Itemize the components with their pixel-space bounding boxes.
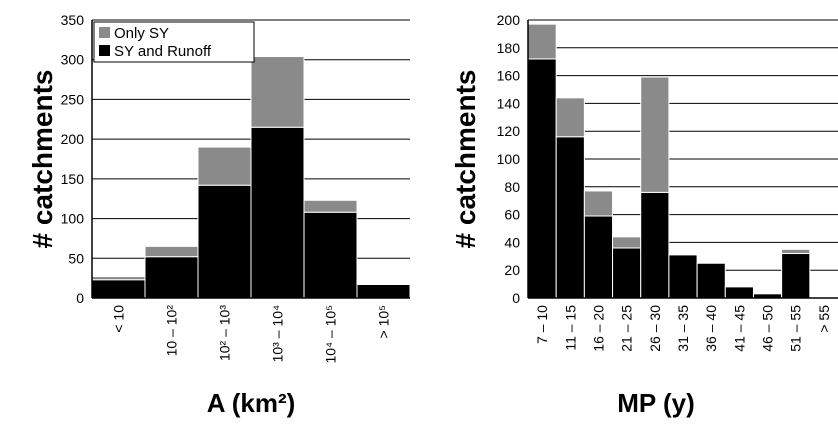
x-category-label: > 55 bbox=[816, 305, 832, 333]
legend-label: SY and Runoff bbox=[114, 43, 212, 60]
bar-segment bbox=[197, 184, 252, 299]
y-tick-label: 200 bbox=[497, 12, 521, 28]
chart-panel-area: 0 50 100 150 200 250 300 350 < 10 10 – 10² 10² – 1… bbox=[27, 12, 411, 418]
bar-segment bbox=[583, 190, 614, 217]
bar-segment bbox=[303, 199, 358, 213]
bar-segment bbox=[668, 254, 698, 299]
y-tick-label: 120 bbox=[497, 123, 521, 139]
y-tick-label: 50 bbox=[68, 250, 84, 266]
x-category-label: 16 – 20 bbox=[590, 305, 606, 352]
y-tick-label: 350 bbox=[61, 12, 85, 28]
bar-segment bbox=[91, 279, 146, 299]
x-category-label: 41 – 45 bbox=[731, 305, 747, 352]
y-tick-label: 200 bbox=[61, 131, 85, 147]
x-category-label: 46 – 50 bbox=[760, 305, 776, 352]
bar-segment bbox=[250, 56, 305, 128]
bar-segment bbox=[303, 211, 358, 299]
bar-segment bbox=[144, 245, 199, 258]
x-category-label: 10³ – 10⁴ bbox=[270, 305, 286, 362]
y-tick-label: 180 bbox=[497, 40, 521, 56]
y-tick-label: 20 bbox=[504, 262, 520, 278]
bar-segment bbox=[250, 126, 305, 299]
x-axis-title: MP (y) bbox=[617, 388, 695, 418]
legend-box bbox=[93, 21, 255, 63]
y-tick-label: 150 bbox=[61, 171, 85, 187]
x-category-label: 21 – 25 bbox=[619, 305, 635, 352]
bar-segment bbox=[197, 146, 252, 186]
bar-segment bbox=[356, 283, 411, 299]
x-axis-title: A (km²) bbox=[207, 388, 296, 418]
x-category-label: 10⁴ – 10⁵ bbox=[323, 305, 339, 364]
bar-segment bbox=[555, 97, 585, 138]
x-category-label: < 10 bbox=[111, 305, 127, 333]
y-tick-label: 0 bbox=[512, 290, 520, 306]
x-category-label: 11 – 15 bbox=[562, 305, 578, 351]
x-category-label: 7 – 10 bbox=[534, 305, 550, 344]
bar-segment bbox=[91, 276, 146, 281]
x-category-label: > 10⁵ bbox=[376, 305, 392, 338]
y-tick-label: 100 bbox=[61, 211, 85, 227]
y-axis-title: # catchments bbox=[27, 70, 58, 249]
bar-segment bbox=[640, 191, 670, 299]
y-tick-label: 40 bbox=[504, 234, 520, 250]
bar-segment bbox=[640, 76, 670, 193]
bar-segment bbox=[583, 215, 614, 299]
y-tick-label: 80 bbox=[504, 179, 520, 195]
bar-segment bbox=[527, 58, 557, 299]
bar-segment bbox=[527, 23, 557, 60]
bar-segment bbox=[724, 286, 754, 299]
chart-panel-mp: 0 20 40 60 80 100 120 140 160 180 200 7 – 10 11 – 15… bbox=[450, 12, 838, 418]
legend-swatch bbox=[99, 27, 110, 38]
y-axis-title: # catchments bbox=[450, 70, 481, 249]
bar-segment bbox=[555, 136, 585, 299]
y-tick-label: 100 bbox=[497, 151, 521, 167]
y-tick-label: 140 bbox=[497, 95, 521, 111]
x-category-label: 26 – 30 bbox=[647, 305, 663, 352]
x-category-label: 10² – 10³ bbox=[217, 305, 233, 361]
bar-segment bbox=[612, 247, 642, 299]
x-category-label: 36 – 40 bbox=[703, 305, 719, 352]
bar-segment bbox=[144, 256, 199, 299]
y-tick-label: 160 bbox=[497, 68, 521, 84]
y-tick-label: 300 bbox=[61, 52, 85, 68]
bar-segment bbox=[781, 248, 811, 255]
x-category-label: 31 – 35 bbox=[675, 305, 691, 352]
y-tick-label: 60 bbox=[504, 207, 520, 223]
y-tick-label: 0 bbox=[76, 290, 84, 306]
y-tick-label: 250 bbox=[61, 91, 85, 107]
legend-label: Only SY bbox=[114, 25, 169, 42]
x-category-label: 10 – 10² bbox=[164, 305, 180, 357]
bar-segment bbox=[696, 262, 726, 299]
bar-segment bbox=[781, 253, 811, 299]
bar-segment bbox=[612, 236, 642, 249]
legend-swatch bbox=[99, 45, 110, 56]
x-category-label: 51 – 55 bbox=[788, 305, 804, 352]
